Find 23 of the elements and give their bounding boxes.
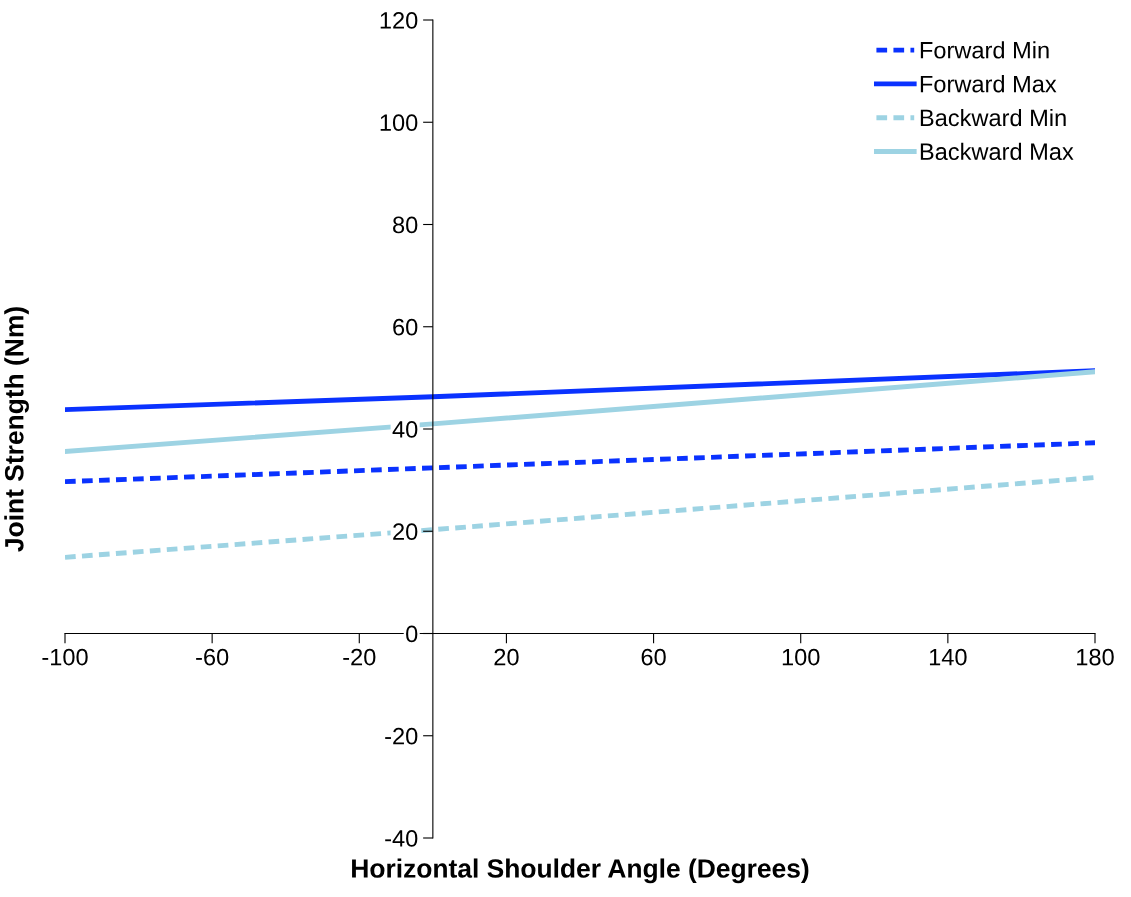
- y-tick-label: 40: [392, 421, 418, 438]
- legend-label: Forward Min: [920, 41, 1049, 59]
- y-tick-label: 20: [393, 523, 418, 541]
- y-tick-label: -40: [385, 830, 418, 847]
- y-axis-title: Joint Strength (Nm): [4, 307, 29, 552]
- y-tick-label: -20: [385, 727, 418, 745]
- x-axis-title: Horizontal Shoulder Angle (Degrees): [352, 858, 809, 884]
- x-tick-label: 20: [494, 648, 519, 666]
- x-tick-label: 60: [641, 648, 666, 666]
- x-tick-label: 100: [782, 648, 820, 666]
- x-tick-label: 140: [929, 648, 967, 666]
- y-tick-label: 0: [406, 625, 418, 643]
- y-tick-label: 80: [393, 216, 418, 234]
- y-tick-label: 120: [380, 12, 418, 29]
- legend-label: Backward Max: [920, 142, 1074, 161]
- x-tick-label: -60: [196, 648, 229, 666]
- x-tick-label: -100: [42, 648, 88, 666]
- y-tick-label: 100: [380, 114, 418, 132]
- x-tick-label: 180: [1077, 648, 1114, 666]
- x-tick-label: -20: [343, 648, 376, 666]
- y-tick-label: 60: [393, 318, 418, 336]
- legend-label: Forward Max: [920, 75, 1057, 93]
- legend-label: Backward Min: [920, 108, 1066, 127]
